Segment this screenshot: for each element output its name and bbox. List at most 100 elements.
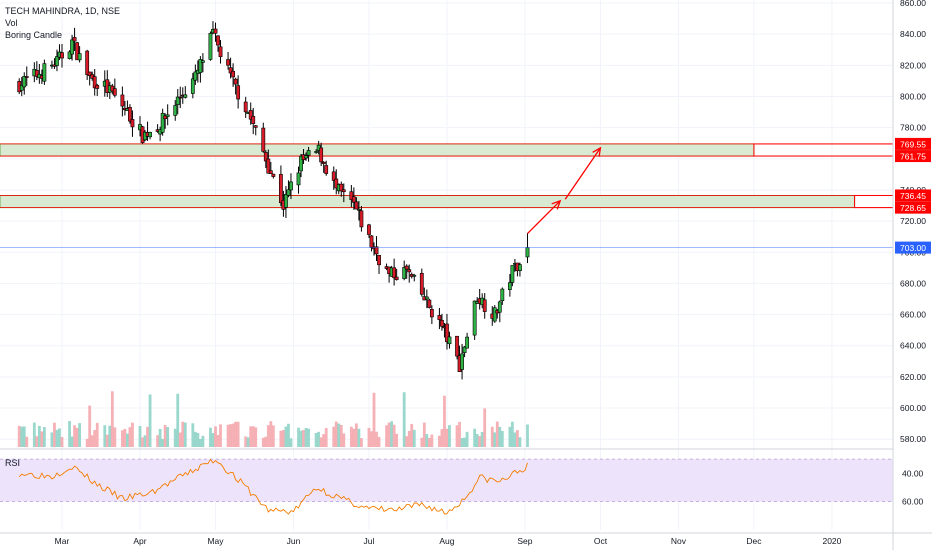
- candle-body[interactable]: [271, 173, 276, 177]
- candle-body[interactable]: [22, 76, 27, 88]
- candle-body[interactable]: [369, 235, 374, 248]
- candle-body[interactable]: [482, 299, 487, 312]
- candle-body[interactable]: [455, 335, 459, 357]
- candle-body[interactable]: [165, 114, 170, 117]
- candle-body[interactable]: [42, 63, 47, 82]
- candle-body[interactable]: [324, 165, 329, 174]
- candle-body[interactable]: [263, 152, 268, 162]
- candle-body[interactable]: [198, 59, 203, 73]
- candle-body[interactable]: [24, 76, 29, 78]
- candle-body[interactable]: [510, 265, 515, 283]
- candle-body[interactable]: [367, 224, 371, 235]
- candle-body[interactable]: [472, 300, 477, 336]
- candle-body[interactable]: [208, 33, 213, 60]
- zone-price-tag[interactable]: [895, 201, 931, 214]
- candle-body[interactable]: [284, 194, 288, 208]
- candle-body[interactable]: [462, 346, 467, 353]
- candle-body[interactable]: [339, 183, 344, 192]
- candle-body[interactable]: [213, 28, 218, 34]
- candle-body[interactable]: [427, 299, 432, 308]
- candle-body[interactable]: [173, 105, 178, 116]
- candle-body[interactable]: [341, 189, 346, 193]
- rsi-panel[interactable]: [0, 448, 932, 515]
- candle-body[interactable]: [231, 70, 235, 78]
- candle-body[interactable]: [440, 319, 444, 327]
- candle-body[interactable]: [394, 276, 399, 280]
- zone-box[interactable]: [0, 194, 856, 209]
- candle-body[interactable]: [518, 264, 522, 272]
- candle-body[interactable]: [492, 307, 497, 322]
- candle-body[interactable]: [75, 42, 79, 61]
- chart-legend[interactable]: TECH MAHINDRA, 1D, NSE Vol Boring Candle: [5, 5, 120, 41]
- time-axis[interactable]: Mar Apr May Jun Jul Aug Sep Oct Nov Dec 2020: [0, 532, 932, 546]
- candle-body[interactable]: [419, 272, 424, 295]
- candle-body[interactable]: [160, 112, 165, 133]
- candle-body[interactable]: [130, 119, 135, 128]
- candle-body[interactable]: [500, 288, 505, 301]
- candle-body[interactable]: [236, 85, 241, 100]
- candle-body[interactable]: [193, 71, 198, 81]
- projection-arrows[interactable]: [527, 146, 602, 235]
- candle-body[interactable]: [268, 170, 273, 174]
- candle-body[interactable]: [266, 158, 271, 174]
- candle-body[interactable]: [87, 71, 92, 76]
- candle-body[interactable]: [299, 155, 303, 172]
- candle-body[interactable]: [120, 94, 125, 107]
- candle-body[interactable]: [429, 308, 434, 318]
- candle-body[interactable]: [243, 101, 248, 113]
- candle-body[interactable]: [507, 282, 512, 290]
- candle-body[interactable]: [321, 161, 326, 164]
- candle-body[interactable]: [437, 315, 442, 320]
- candle-body[interactable]: [85, 50, 90, 75]
- candle-body[interactable]: [357, 208, 361, 211]
- candle-body[interactable]: [261, 127, 266, 152]
- projection-arrow[interactable]: [527, 200, 561, 235]
- candle-body[interactable]: [178, 96, 183, 99]
- candle-body[interactable]: [296, 172, 301, 186]
- candle-body[interactable]: [163, 115, 168, 120]
- candle-body[interactable]: [216, 35, 220, 46]
- candle-body[interactable]: [77, 53, 82, 61]
- candle-body[interactable]: [465, 336, 469, 349]
- zone-price-tag[interactable]: [895, 189, 931, 202]
- candle-body[interactable]: [92, 76, 97, 89]
- candle-body[interactable]: [525, 247, 530, 258]
- candle-body[interactable]: [404, 265, 409, 270]
- candle-body[interactable]: [374, 246, 379, 255]
- candle-body[interactable]: [34, 69, 39, 77]
- candle-body[interactable]: [424, 296, 429, 300]
- candle-body[interactable]: [248, 110, 253, 120]
- zone-price-tag[interactable]: [895, 137, 931, 150]
- candle-body[interactable]: [359, 210, 364, 228]
- projection-arrow[interactable]: [564, 147, 601, 200]
- price-axis[interactable]: 580.00600.00620.00640.00660.00680.00700.…: [892, 0, 932, 550]
- candle-body[interactable]: [286, 189, 291, 196]
- candle-body[interactable]: [351, 196, 356, 203]
- candle-body[interactable]: [279, 174, 283, 204]
- candle-body[interactable]: [407, 269, 412, 273]
- candle-body[interactable]: [331, 171, 336, 181]
- candle-body[interactable]: [251, 116, 256, 124]
- candle-body[interactable]: [95, 84, 100, 89]
- candle-body[interactable]: [183, 94, 188, 98]
- rsi-line[interactable]: [18, 458, 528, 515]
- candle-body[interactable]: [497, 301, 502, 313]
- candle-body[interactable]: [70, 39, 74, 55]
- candle-body[interactable]: [412, 274, 417, 277]
- candle-body[interactable]: [447, 336, 452, 345]
- zone-price-tag[interactable]: [895, 150, 931, 163]
- candle-body[interactable]: [67, 51, 72, 59]
- candle-body[interactable]: [226, 59, 230, 66]
- candle-body[interactable]: [349, 191, 354, 200]
- candle-body[interactable]: [445, 323, 449, 343]
- candle-body[interactable]: [377, 254, 381, 266]
- candle-body[interactable]: [253, 125, 258, 128]
- candle-body[interactable]: [128, 107, 132, 122]
- candle-body[interactable]: [354, 201, 359, 210]
- candle-body[interactable]: [334, 178, 339, 189]
- last-price-tag[interactable]: [895, 241, 931, 254]
- candle-body[interactable]: [19, 85, 24, 91]
- candlestick-series[interactable]: [17, 21, 530, 380]
- zone-box[interactable]: [0, 143, 755, 157]
